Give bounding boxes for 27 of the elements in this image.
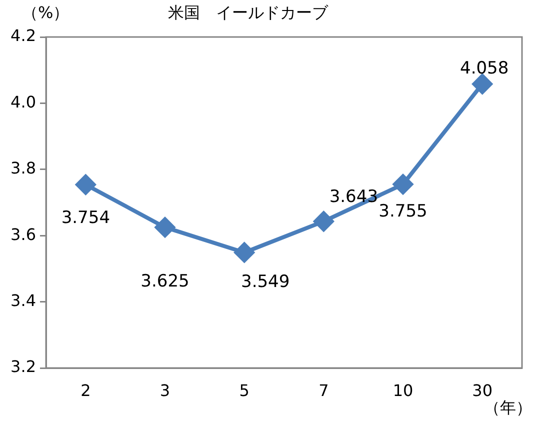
point <box>76 174 96 195</box>
x-tick-label: 10 <box>392 380 414 400</box>
chart-title: 米国 イールドカーブ <box>168 3 329 22</box>
point <box>314 211 334 232</box>
point <box>234 242 254 262</box>
point <box>155 217 175 238</box>
x-axis-title: （年） <box>484 398 532 418</box>
y-axis-title: （%） <box>22 3 70 22</box>
data-label: 3.625 <box>140 272 190 292</box>
data-label: 3.643 <box>329 186 378 207</box>
x-tick-label: 5 <box>239 380 250 400</box>
y-tick-label: 3.2 <box>10 357 36 376</box>
x-tick-label: 3 <box>160 380 170 400</box>
point <box>472 74 492 94</box>
y-tick-label: 4.2 <box>10 26 36 46</box>
x-tick-label: 2 <box>80 380 91 400</box>
y-tick-label: 3.8 <box>10 158 36 178</box>
x-tick-label: 7 <box>318 380 329 400</box>
data-label: 3.755 <box>378 202 428 222</box>
point <box>393 174 413 194</box>
x-tick-label: 30 <box>472 380 493 400</box>
y-tick-label: 3.6 <box>10 224 36 244</box>
data-label: 3.549 <box>240 272 290 292</box>
y-tick-label: 4.0 <box>10 92 36 112</box>
data-label: 3.754 <box>61 208 110 228</box>
y-tick-label: 3.4 <box>10 290 36 310</box>
data-label: 4.058 <box>460 58 509 78</box>
